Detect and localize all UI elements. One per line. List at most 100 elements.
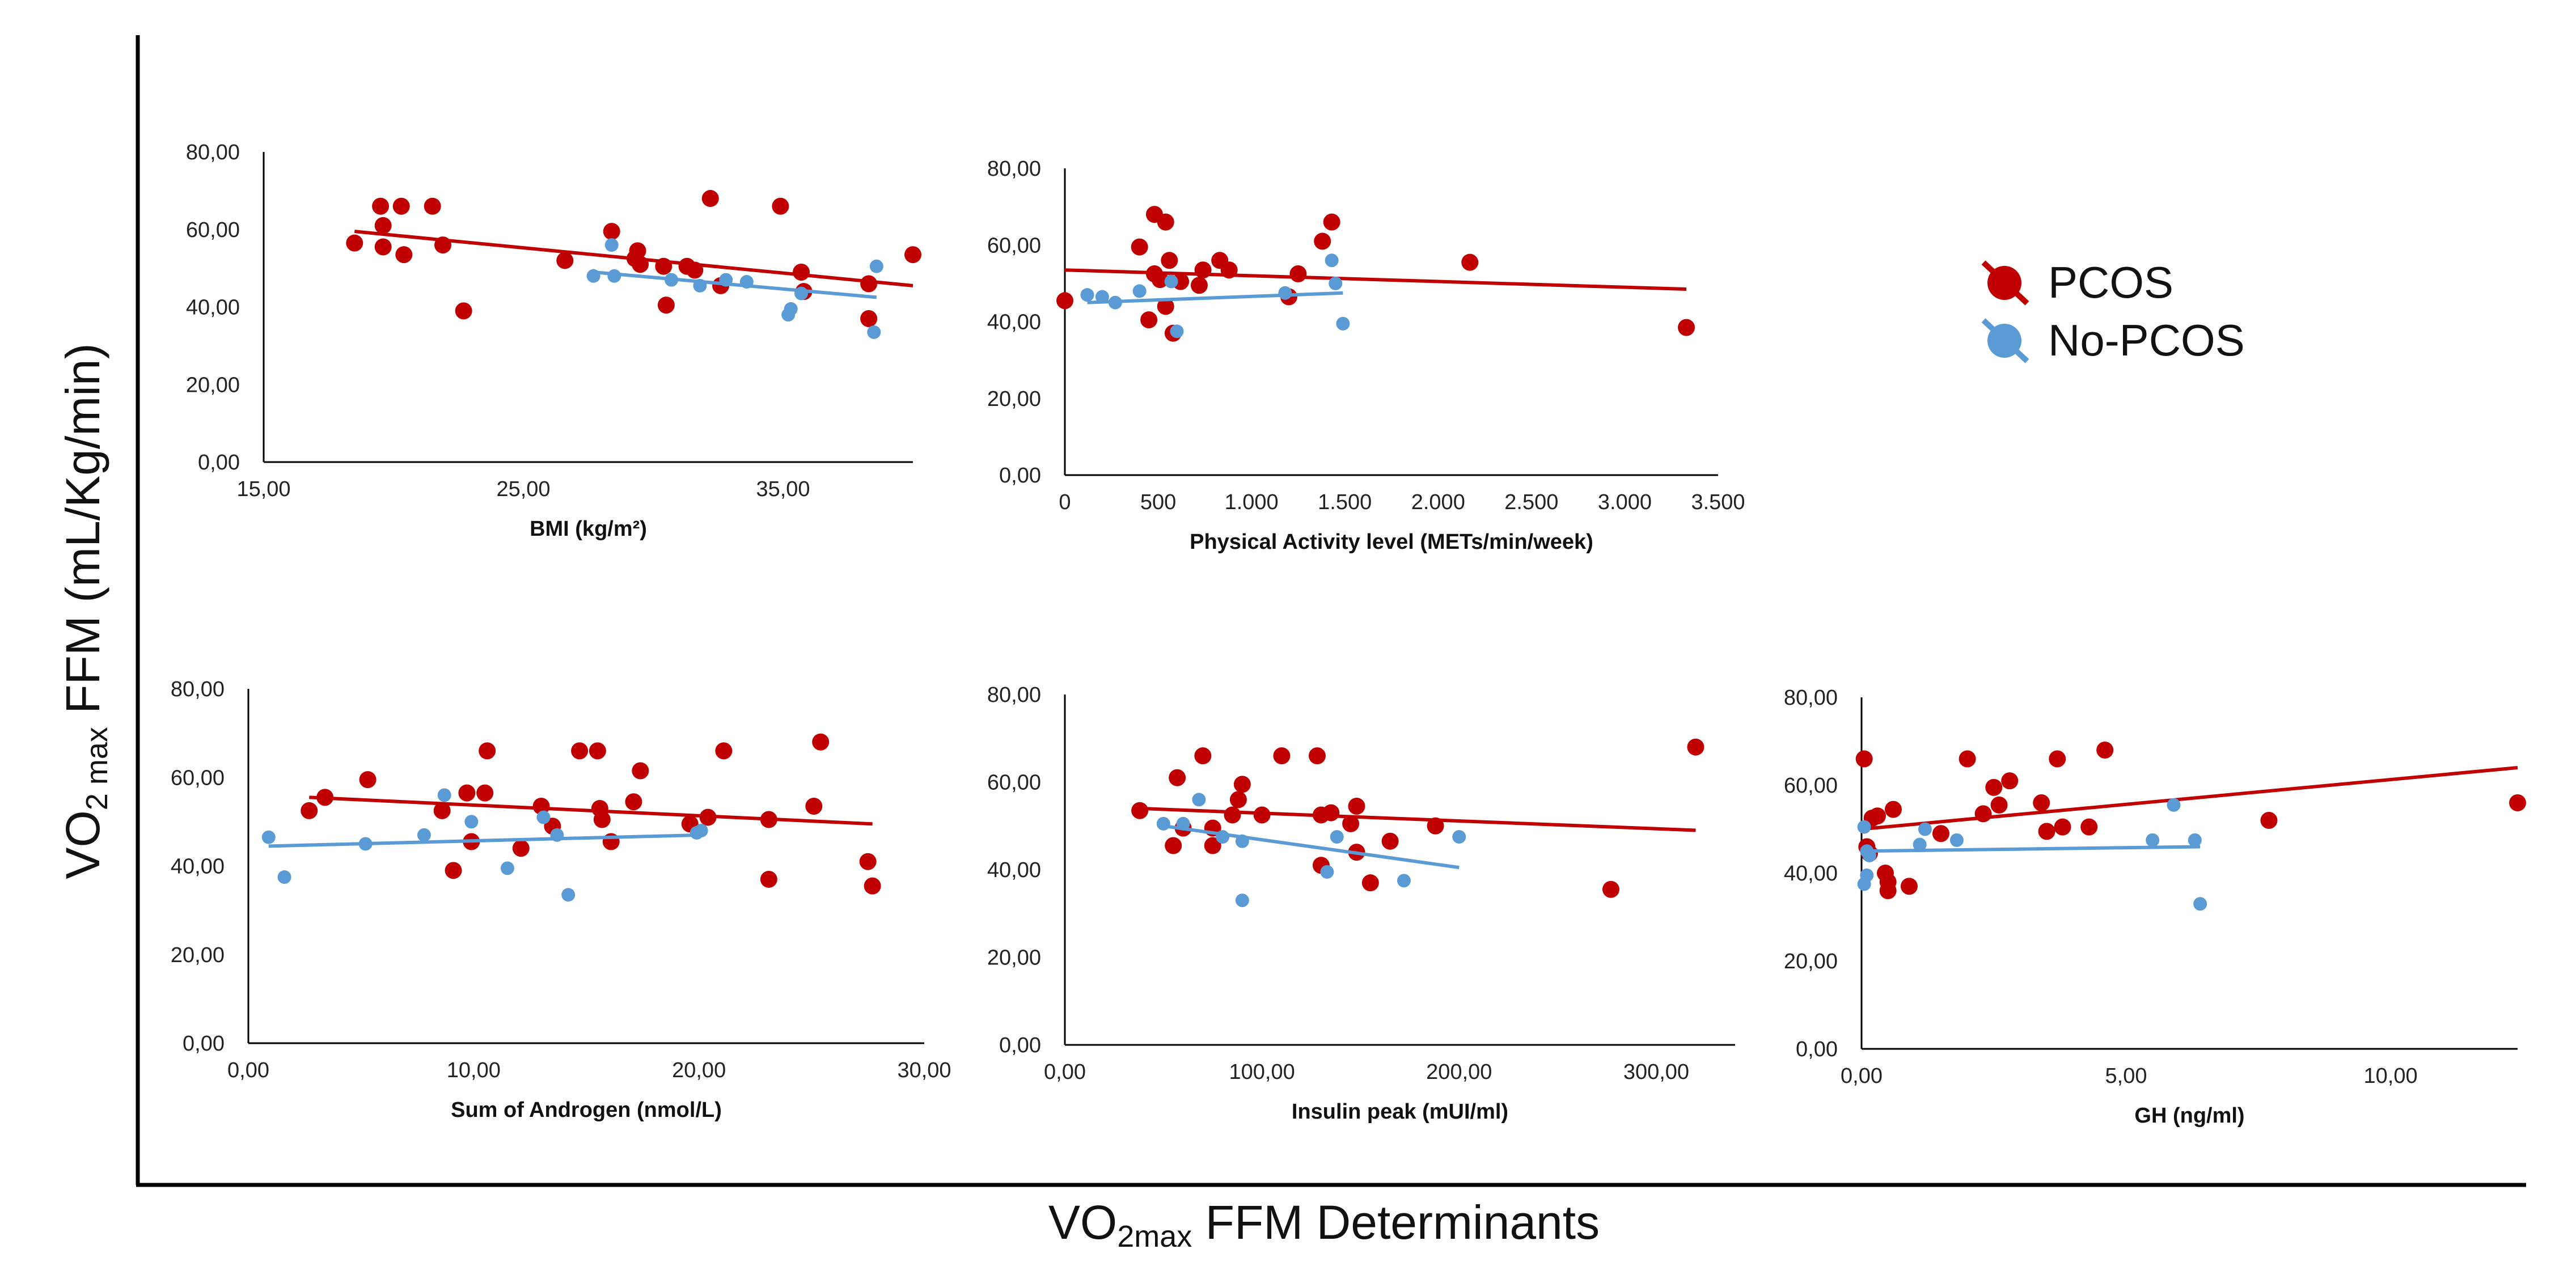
point-pcos bbox=[701, 190, 719, 208]
point-pcos bbox=[859, 853, 877, 870]
point-pcos bbox=[556, 252, 574, 269]
point-pcos bbox=[864, 877, 881, 895]
point-pcos bbox=[1224, 806, 1241, 824]
point-pcos bbox=[434, 236, 452, 254]
x-tick-label: 20,00 bbox=[672, 1058, 726, 1082]
point-pcos bbox=[2260, 812, 2278, 829]
point-pcos bbox=[374, 238, 392, 256]
trendline-pcos bbox=[1861, 766, 2518, 831]
point-no-pcos bbox=[1949, 833, 1964, 847]
point-pcos bbox=[372, 197, 390, 215]
x-tick-label: 3.500 bbox=[1691, 490, 1745, 514]
point-pcos bbox=[458, 784, 476, 802]
point-pcos bbox=[2038, 823, 2055, 840]
point-no-pcos bbox=[1860, 868, 1874, 882]
legend-item-pcos: PCOS bbox=[1981, 257, 2173, 307]
y-tick-label: 80,00 bbox=[987, 157, 1041, 181]
x-tick-label: 200,00 bbox=[1426, 1060, 1492, 1084]
x-tick-label: 10,00 bbox=[447, 1058, 501, 1082]
point-pcos bbox=[1194, 261, 1212, 279]
point-no-pcos bbox=[1325, 253, 1339, 268]
point-pcos bbox=[301, 802, 318, 819]
point-no-pcos bbox=[586, 269, 600, 283]
point-pcos bbox=[1322, 804, 1340, 822]
y-tick-label: 20,00 bbox=[1784, 950, 1838, 973]
y-tick-label: 20,00 bbox=[987, 387, 1041, 411]
point-no-pcos bbox=[2146, 833, 2160, 847]
legend-pcos-label: PCOS bbox=[2048, 257, 2173, 307]
point-no-pcos bbox=[1235, 834, 1249, 848]
point-pcos bbox=[1868, 807, 1886, 825]
point-pcos bbox=[1323, 213, 1340, 231]
point-no-pcos bbox=[869, 259, 883, 273]
x-tick-label: 500 bbox=[1140, 490, 1176, 514]
x-tick-label: 100,00 bbox=[1229, 1060, 1295, 1084]
point-pcos bbox=[2054, 818, 2071, 836]
x-tick-label: 2.000 bbox=[1411, 490, 1465, 514]
point-no-pcos bbox=[437, 788, 451, 802]
point-pcos bbox=[1932, 825, 1949, 842]
point-pcos bbox=[715, 742, 733, 760]
x-tick-label: 1.500 bbox=[1318, 490, 1372, 514]
y-tick-label: 0,00 bbox=[999, 1034, 1041, 1057]
point-no-pcos bbox=[1170, 324, 1184, 338]
point-no-pcos bbox=[794, 286, 809, 300]
point-pcos bbox=[392, 197, 410, 215]
point-pcos bbox=[1157, 298, 1174, 315]
x-axis-label: Physical Activity level (METs/min/week) bbox=[1190, 530, 1593, 554]
point-pcos bbox=[625, 793, 642, 811]
point-pcos bbox=[445, 862, 462, 879]
point-pcos bbox=[1985, 778, 2003, 796]
point-pcos bbox=[1687, 738, 1704, 756]
legend-item-nopcos: No-PCOS bbox=[1981, 315, 2245, 365]
point-pcos bbox=[1900, 878, 1918, 895]
point-pcos bbox=[1361, 874, 1379, 892]
point-pcos bbox=[699, 808, 717, 826]
panel-bmi: 0,00 20,00 40,00 60,00 80,00 15,00 25,00 35,00 B… bbox=[186, 141, 921, 541]
point-no-pcos bbox=[694, 824, 708, 837]
y-tick-label: 40,00 bbox=[171, 855, 225, 879]
trendline-no-pcos bbox=[1861, 845, 2201, 853]
point-pcos bbox=[424, 197, 441, 215]
point-pcos bbox=[1157, 213, 1174, 231]
point-no-pcos bbox=[1132, 284, 1147, 298]
point-pcos bbox=[1308, 747, 1326, 765]
x-tick-label: 2.500 bbox=[1504, 490, 1558, 514]
point-pcos bbox=[760, 870, 777, 888]
panel-insulin-peak: 0,00 20,00 40,00 60,00 80,00 0,00 100,00 200,00… bbox=[987, 683, 1735, 1124]
point-pcos bbox=[1140, 311, 1158, 329]
point-no-pcos bbox=[1108, 295, 1122, 310]
point-pcos bbox=[632, 256, 649, 273]
point-pcos bbox=[1204, 837, 1221, 854]
point-pcos bbox=[686, 261, 704, 279]
x-tick-label: 35,00 bbox=[756, 477, 810, 501]
point-pcos bbox=[2509, 794, 2526, 811]
y-tick-label: 80,00 bbox=[186, 141, 240, 164]
point-pcos bbox=[1190, 277, 1208, 294]
point-no-pcos bbox=[1857, 820, 1871, 834]
y-tick-label: 60,00 bbox=[987, 771, 1041, 795]
y-tick-label: 20,00 bbox=[171, 943, 225, 967]
x-tick-label: 5,00 bbox=[2105, 1064, 2147, 1088]
y-tick-label: 0,00 bbox=[1796, 1038, 1838, 1061]
x-tick-label: 300,00 bbox=[1623, 1060, 1689, 1084]
point-no-pcos bbox=[358, 837, 373, 851]
point-pcos bbox=[1253, 806, 1271, 824]
point-pcos bbox=[1289, 265, 1307, 282]
point-no-pcos bbox=[1176, 816, 1190, 831]
point-pcos bbox=[512, 840, 530, 857]
point-pcos bbox=[1151, 271, 1169, 289]
point-pcos bbox=[860, 275, 878, 293]
point-no-pcos bbox=[1192, 793, 1206, 807]
point-no-pcos bbox=[1156, 816, 1170, 831]
y-tick-label: 40,00 bbox=[1784, 862, 1838, 886]
point-pcos bbox=[1678, 319, 1695, 336]
x-tick-label: 0,00 bbox=[1841, 1064, 1883, 1088]
point-pcos bbox=[1194, 747, 1212, 765]
point-no-pcos bbox=[261, 830, 276, 844]
point-no-pcos bbox=[1330, 830, 1344, 844]
panel-physical-activity: 0,00 20,00 40,00 60,00 80,00 0 500 1.000 1.500 2.… bbox=[987, 157, 1745, 554]
point-pcos bbox=[1990, 796, 2008, 814]
point-pcos bbox=[760, 811, 777, 828]
point-no-pcos bbox=[1397, 874, 1411, 888]
